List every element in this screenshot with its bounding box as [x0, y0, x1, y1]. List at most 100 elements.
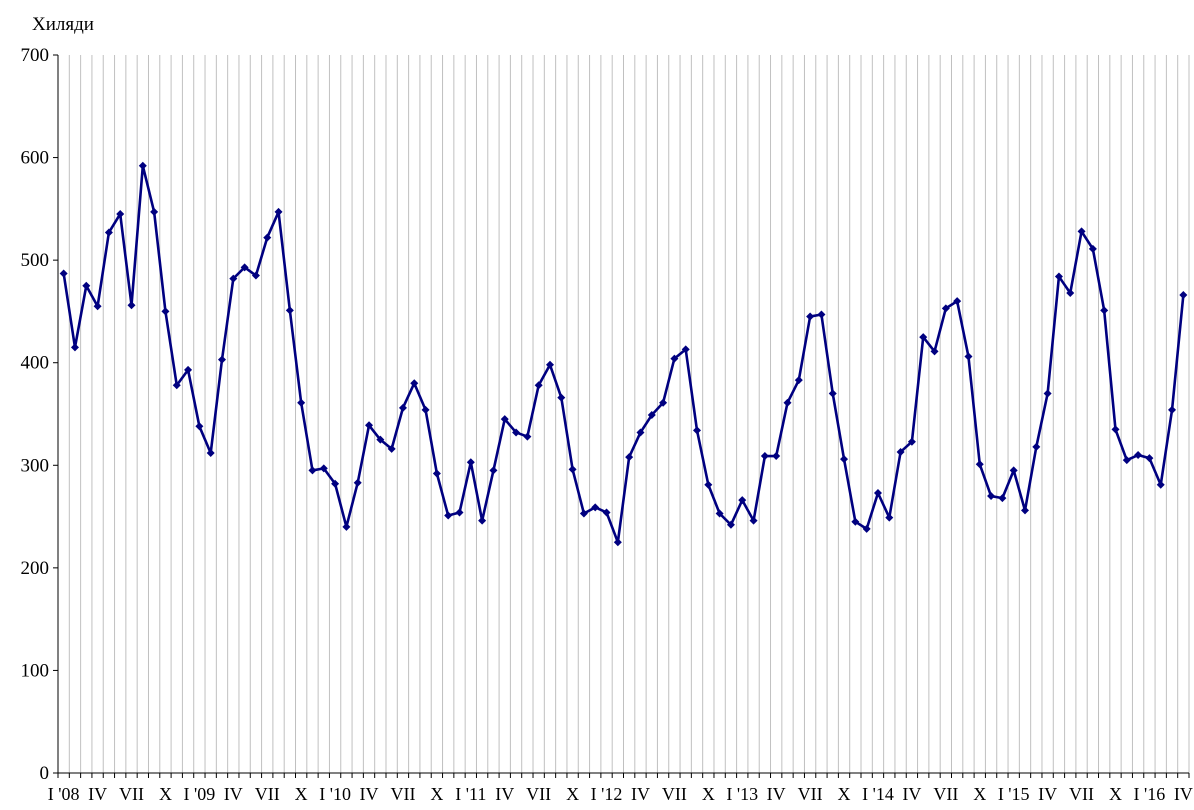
x-tick-label: X [973, 784, 986, 804]
data-point [489, 466, 498, 475]
data-point [930, 347, 939, 356]
data-point [726, 520, 735, 529]
data-point [862, 524, 871, 533]
data-point [647, 411, 656, 420]
data-point [534, 381, 543, 390]
data-point [263, 233, 272, 242]
x-tick-label: X [702, 784, 715, 804]
data-point [297, 398, 306, 407]
data-point [398, 403, 407, 412]
data-point [1134, 451, 1143, 460]
data-point [625, 453, 634, 462]
data-point [828, 389, 837, 398]
data-point [478, 516, 487, 525]
x-tick-label: X [1109, 784, 1122, 804]
data-point [421, 405, 430, 414]
data-point [760, 452, 769, 461]
data-point [251, 271, 260, 280]
data-point [466, 458, 475, 467]
data-point [116, 209, 125, 218]
data-point [885, 513, 894, 522]
data-point [1111, 425, 1120, 434]
data-point [794, 376, 803, 385]
y-tick-label: 200 [21, 558, 50, 579]
data-point [1145, 454, 1154, 463]
data-point [93, 302, 102, 311]
data-point [840, 455, 849, 464]
data-point [195, 422, 204, 431]
x-tick-label: IV [88, 784, 107, 804]
data-point [636, 428, 645, 437]
y-tick-label: 700 [21, 45, 50, 66]
data-point [184, 365, 193, 374]
data-point [1021, 506, 1030, 515]
data-point [82, 281, 91, 290]
x-tick-label: VII [119, 784, 144, 804]
data-point [591, 503, 600, 512]
data-point [783, 398, 792, 407]
data-point [704, 480, 713, 489]
data-point [444, 511, 453, 520]
x-tick-label: IV [1174, 784, 1193, 804]
data-point [1077, 227, 1086, 236]
data-point [851, 517, 860, 526]
data-point [308, 466, 317, 475]
data-point [1032, 442, 1041, 451]
x-tick-label: VII [526, 784, 551, 804]
x-tick-label: VII [255, 784, 280, 804]
data-point [975, 460, 984, 469]
y-tick-label: 0 [40, 763, 50, 784]
data-point [353, 478, 362, 487]
data-point [319, 464, 328, 473]
data-point [512, 428, 521, 437]
x-tick-label: VII [933, 784, 958, 804]
data-point [1054, 272, 1063, 281]
data-point [602, 508, 611, 517]
x-tick-label: IV [1038, 784, 1057, 804]
x-tick-label: I '13 [726, 784, 758, 804]
data-point [693, 426, 702, 435]
x-tick-label: I '10 [319, 784, 351, 804]
data-point [873, 488, 882, 497]
x-tick-label: X [430, 784, 443, 804]
y-axis-label: Хиляди [32, 14, 94, 35]
data-point [274, 207, 283, 216]
y-tick-label: 400 [21, 353, 50, 374]
data-point [1009, 466, 1018, 475]
data-point [557, 393, 566, 402]
x-tick-label: X [159, 784, 172, 804]
y-tick-label: 100 [21, 660, 50, 681]
x-tick-label: X [838, 784, 851, 804]
data-point [806, 312, 815, 321]
data-point [376, 435, 385, 444]
data-point [896, 447, 905, 456]
data-point [104, 228, 113, 237]
data-point [523, 432, 532, 441]
data-point [150, 207, 159, 216]
x-tick-label: I '16 [1134, 784, 1166, 804]
data-point [964, 352, 973, 361]
data-point [172, 381, 181, 390]
series-line [62, 164, 1185, 544]
x-tick-label: VII [798, 784, 823, 804]
data-point [1088, 244, 1097, 253]
x-tick-label: IV [360, 784, 379, 804]
y-tick-label: 300 [21, 455, 50, 476]
data-point [410, 379, 419, 388]
data-point [127, 301, 136, 310]
x-tick-label: VII [662, 784, 687, 804]
x-tick-label: IV [767, 784, 786, 804]
x-tick-label: IV [495, 784, 514, 804]
data-point [919, 333, 928, 342]
data-point [365, 421, 374, 430]
data-point [998, 494, 1007, 503]
data-point [545, 360, 554, 369]
data-point [715, 509, 724, 518]
data-point [681, 345, 690, 354]
data-point [670, 354, 679, 363]
data-point [161, 307, 170, 316]
x-tick-label: IV [631, 784, 650, 804]
x-tick-label: I '11 [455, 784, 486, 804]
